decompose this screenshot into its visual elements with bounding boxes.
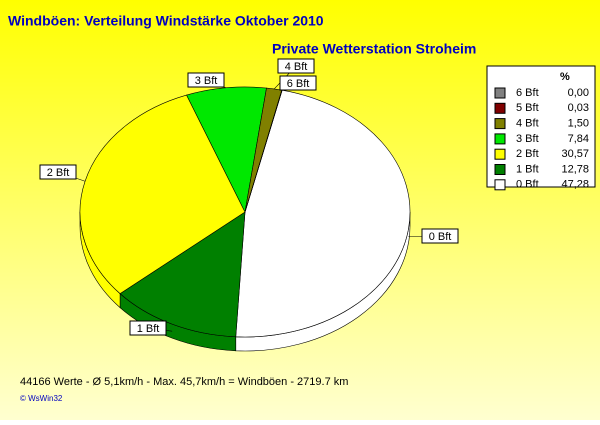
credit: © WsWin32 [20, 394, 63, 403]
legend-label: 5 Bft [516, 102, 539, 114]
slice-label-box [277, 58, 315, 74]
legend-swatch [494, 179, 506, 191]
chart-title: Windböen: Verteilung Windstärke Oktober … [8, 13, 324, 29]
chart-subtitle: Private Wetterstation Stroheim [272, 41, 476, 57]
footer: 44166 Werte - Ø 5,1km/h - Max. 45,7km/h … [20, 376, 348, 388]
slice-label-box [129, 320, 167, 336]
legend-swatch [494, 164, 506, 175]
legend-value: 12,78 [561, 163, 589, 175]
legend-label: 3 Bft [516, 133, 539, 145]
legend-header: % [560, 71, 570, 83]
legend-swatch [494, 148, 506, 160]
slice [119, 211, 246, 338]
legend-value: 7,84 [568, 133, 589, 145]
legend-label: 1 Bft [516, 163, 539, 175]
legend-value: 30,57 [561, 148, 589, 160]
legend-swatch [494, 118, 506, 130]
legend-value: 0,00 [568, 87, 589, 99]
legend-swatch [494, 102, 506, 114]
legend-label: 0 Bft [516, 179, 539, 191]
slice-label: 6 Bft [287, 78, 310, 90]
legend-label: 6 Bft [516, 87, 539, 99]
legend-label: 2 Bft [516, 148, 539, 160]
slice [235, 89, 411, 338]
slice-label-box [187, 72, 225, 88]
slice-label-box [39, 164, 77, 180]
slice-label: 4 Bft [285, 61, 308, 73]
slice-label-box [279, 75, 317, 91]
legend-swatch [494, 87, 506, 99]
slice-label: 2 Bft [47, 167, 70, 179]
legend-swatch [494, 133, 506, 145]
slice-label: 1 Bft [137, 323, 160, 335]
legend-value: 1,50 [568, 118, 589, 130]
slice-label: 3 Bft [195, 75, 218, 87]
slice-label: 0 Bft [429, 231, 452, 243]
slice-label-box [421, 228, 459, 244]
legend-value: 0,03 [568, 102, 589, 114]
slice [79, 94, 246, 295]
legend-value: 47,28 [561, 179, 589, 191]
legend-label: 4 Bft [516, 118, 539, 130]
